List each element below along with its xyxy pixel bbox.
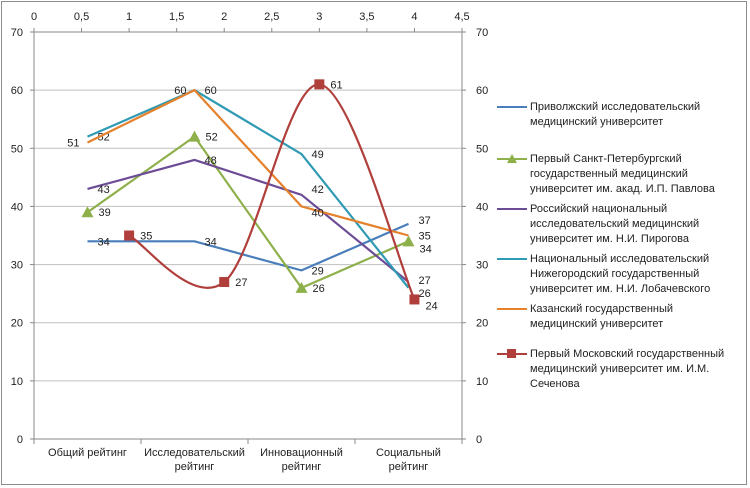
data-label: 60 [205, 85, 217, 97]
data-point [314, 79, 325, 90]
secondary-x-tick-label: 4 [411, 11, 417, 23]
secondary-y-tick-label: 0 [476, 434, 482, 446]
legend-label: Первый Московский государственный медици… [530, 348, 725, 390]
triangle-marker-icon [507, 154, 517, 163]
data-label: 24 [425, 300, 437, 312]
series-5: 51 60 40 35 [67, 85, 431, 242]
series-line [87, 158, 410, 283]
secondary-y-tick-label: 70 [476, 27, 488, 39]
data-label: 34 [205, 236, 217, 248]
data-label: 52 [98, 132, 110, 144]
y-tick-label: 30 [11, 260, 23, 272]
secondary-x-tick-label: 4,5 [454, 11, 469, 23]
data-point [402, 235, 415, 247]
secondary-x-tick-label: 0,5 [74, 11, 89, 23]
secondary-x-tick-label: 3,5 [359, 11, 374, 23]
x-category-label: Исследовательский рейтинг [144, 447, 245, 473]
data-label: 26 [313, 283, 325, 295]
y-tick-label: 60 [11, 85, 23, 97]
secondary-y-tick-label: 60 [476, 85, 488, 97]
data-point [409, 294, 420, 305]
legend-swatch [497, 208, 527, 210]
legend-item: Российский национальный исследовательски… [497, 202, 742, 247]
data-label: 34 [420, 243, 432, 255]
secondary-y-tick-label: 50 [476, 143, 488, 155]
x-category-label: Социальный рейтинг [376, 447, 441, 473]
data-label: 48 [205, 155, 217, 167]
legend-swatch [497, 258, 527, 260]
legend-item: Национальный исследовательский Нижегород… [497, 252, 742, 297]
data-label: 35 [419, 231, 431, 243]
legend-label: Казанский государственный медицинский ун… [530, 303, 674, 330]
legend-label: Приволжский исследовательский медицински… [530, 101, 701, 128]
data-point [295, 281, 308, 293]
data-label: 42 [312, 184, 324, 196]
series-1: 34 34 29 37 [87, 215, 431, 277]
legend-item: Казанский государственный медицинский ун… [497, 302, 742, 332]
secondary-y-tick-label: 30 [476, 260, 488, 272]
secondary-x-tick-label: 3 [316, 11, 322, 23]
legend-label: Первый Санкт-Петербургский государственн… [530, 153, 715, 195]
y-tick-label: 10 [11, 376, 23, 388]
secondary-x-tick-label: 1 [126, 11, 132, 23]
data-label: 40 [312, 207, 324, 219]
data-label: 39 [99, 207, 111, 219]
data-label: 27 [235, 277, 247, 289]
series-6: 35 27 61 24 [124, 79, 438, 312]
data-label: 49 [312, 149, 324, 161]
series-3: 43 48 42 27 [87, 155, 431, 287]
secondary-x-tick-label: 0 [31, 11, 37, 23]
y-tick-label: 20 [11, 318, 23, 330]
x-category-label: Общий рейтинг [48, 447, 127, 459]
data-label: 27 [419, 275, 431, 287]
secondary-x-tick-label: 2 [221, 11, 227, 23]
legend-label: Национальный исследовательский Нижегород… [530, 253, 711, 295]
data-point [81, 206, 94, 218]
data-point [124, 230, 135, 241]
legend-label: Российский национальный исследовательски… [530, 203, 700, 245]
series-2: 39 52 26 34 [81, 130, 432, 295]
square-marker-icon [507, 349, 516, 358]
x-category-label: Инновационный рейтинг [260, 447, 343, 473]
secondary-y-tick-label: 40 [476, 201, 488, 213]
y-tick-label: 50 [11, 143, 23, 155]
data-label: 61 [330, 79, 342, 91]
data-label: 34 [98, 236, 110, 248]
data-label: 29 [312, 265, 324, 277]
series-line [87, 222, 409, 272]
data-label: 43 [98, 184, 110, 196]
legend-swatch [497, 106, 527, 108]
data-label: 35 [140, 231, 152, 243]
data-label: 51 [67, 137, 79, 149]
y-tick-label: 0 [17, 434, 23, 446]
data-label: 60 [174, 85, 186, 97]
secondary-y-tick-label: 10 [476, 376, 488, 388]
series-line [86, 135, 409, 290]
legend-item: Первый Московский государственный медици… [497, 347, 742, 392]
data-point [219, 277, 230, 288]
y-tick-label: 70 [11, 27, 23, 39]
series-line [87, 88, 409, 237]
data-label: 26 [419, 288, 431, 300]
secondary-x-tick-label: 2,5 [264, 11, 279, 23]
secondary-y-tick-label: 20 [476, 318, 488, 330]
series-line [128, 83, 416, 300]
data-point [188, 130, 201, 142]
data-label: 52 [206, 132, 218, 144]
legend-item: Первый Санкт-Петербургский государственн… [497, 152, 742, 197]
data-label: 37 [419, 215, 431, 227]
secondary-x-tick-label: 1,5 [169, 11, 184, 23]
y-tick-label: 40 [11, 201, 23, 213]
legend-item: Приволжский исследовательский медицински… [497, 100, 742, 130]
legend-swatch [497, 308, 527, 310]
